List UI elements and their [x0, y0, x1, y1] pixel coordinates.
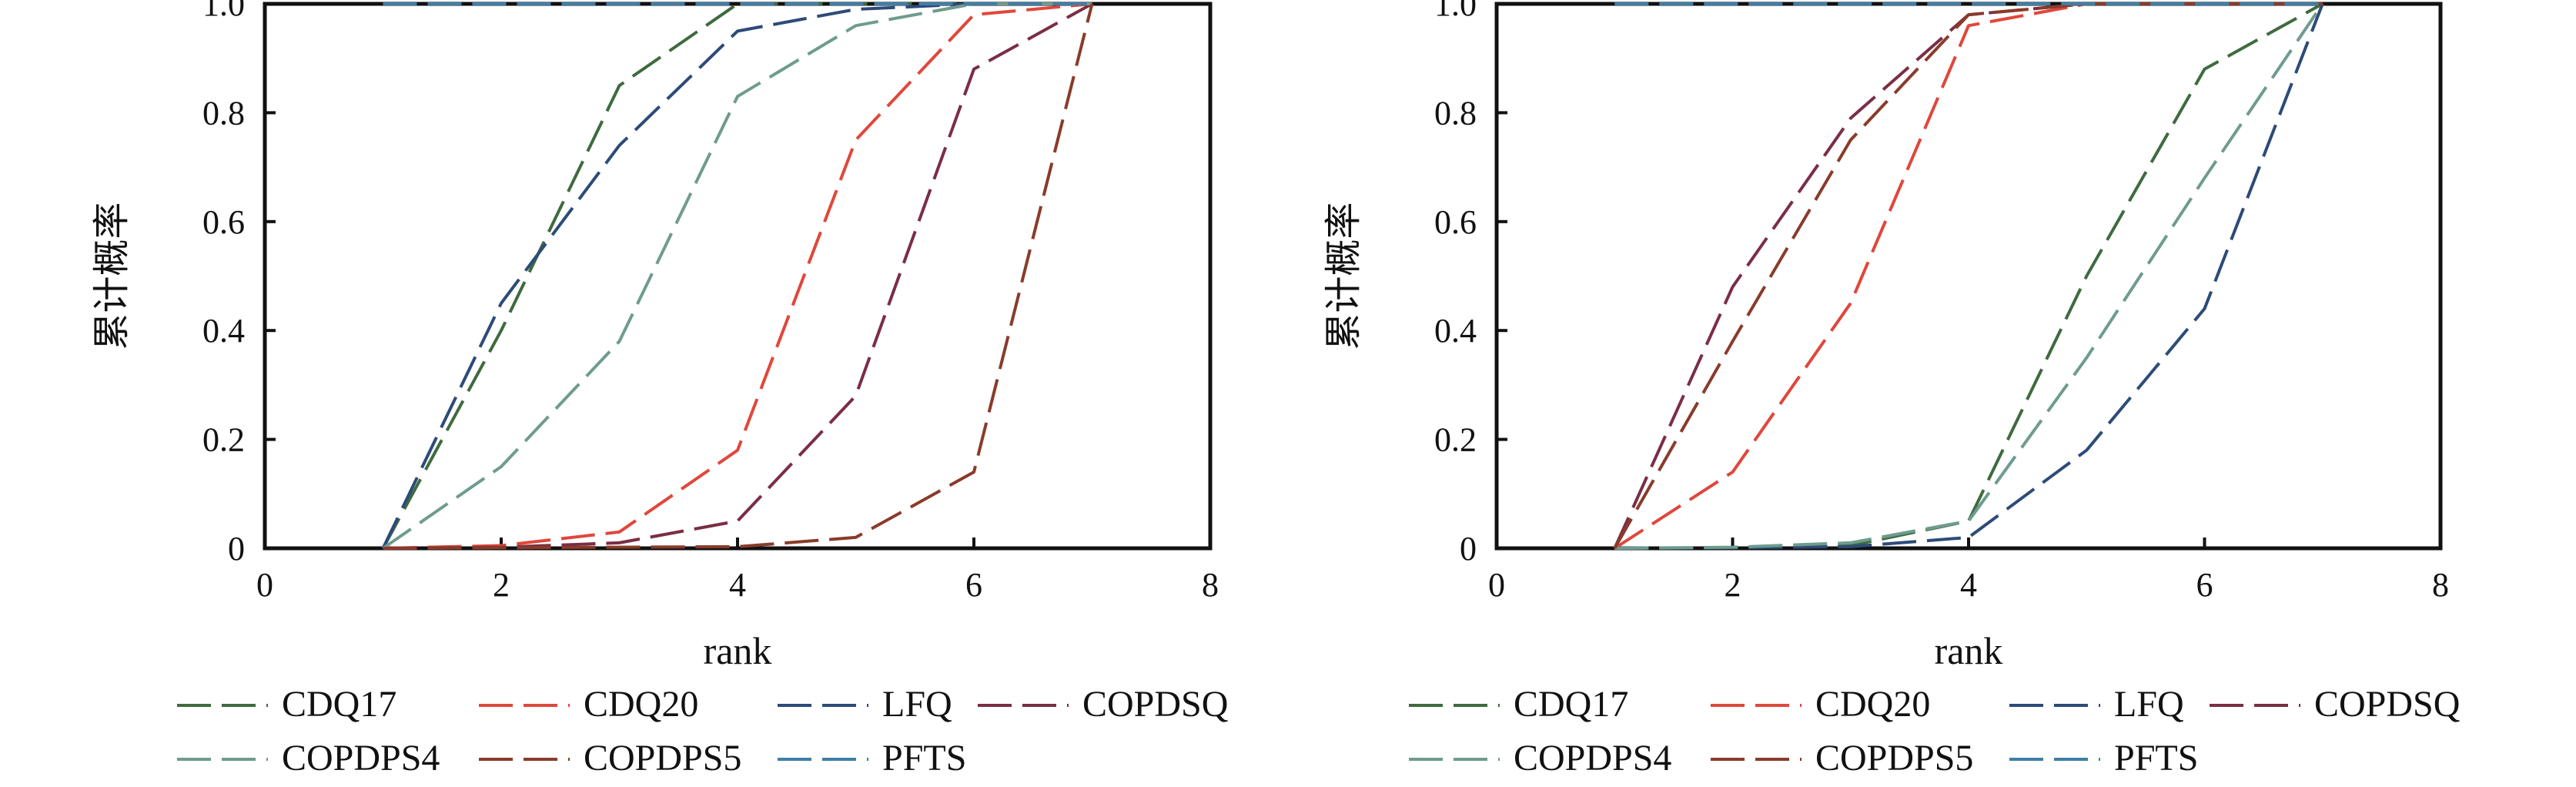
plot-frame — [263, 2, 1213, 551]
legend-label-copdps5: COPDPS5 — [1815, 738, 1973, 779]
legend-label-pfts: PFTS — [2114, 738, 2198, 779]
chart-right: 0 0.2 0.4 0.6 0.8 1.0 0 2 4 6 8 rank 累计概率 CDQ17 CDQ20 L… — [1322, 0, 2460, 779]
y-tick-label: 0.8 — [1434, 94, 1477, 132]
series-line-copdps4 — [382, 2, 1092, 550]
y-tick-label: 0.2 — [1434, 421, 1477, 459]
series-line-lfq — [1614, 3, 2324, 550]
y-tick-label: 0.4 — [1434, 312, 1477, 350]
legend-label-copdps4: COPDPS4 — [282, 738, 440, 779]
x-tick-label: 0 — [1488, 566, 1505, 604]
legend-label-copdps4: COPDPS4 — [1514, 738, 1671, 779]
legend-label-cdq20: CDQ20 — [584, 684, 698, 725]
series-line-copdps4 — [1614, 2, 2324, 550]
y-tick-label: 0.6 — [202, 203, 245, 241]
series-line-lfq — [381, 2, 1092, 549]
series-line-cdq20 — [1614, 2, 2323, 550]
y-tick-label: 0.4 — [202, 312, 245, 350]
x-tick-label: 2 — [1725, 566, 1741, 604]
y-tick-label: 0.2 — [202, 421, 245, 459]
x-axis-label: rank — [704, 629, 772, 672]
series-line-copdps5 — [383, 3, 1094, 550]
x-axis-label: rank — [1935, 629, 2003, 672]
x-tick-label: 6 — [965, 566, 982, 604]
y-axis-label: 累计概率 — [1322, 202, 1365, 350]
x-tick-label: 8 — [2432, 566, 2449, 604]
y-axis-label: 累计概率 — [90, 202, 133, 350]
legend-label-cdq20: CDQ20 — [1815, 684, 1930, 725]
plot-frame — [1494, 2, 2443, 551]
series-line-copdsq — [383, 2, 1093, 550]
y-tick-label: 0.8 — [202, 94, 245, 132]
y-tick-label: 1.0 — [202, 0, 245, 23]
y-tick-label: 0 — [1460, 530, 1477, 568]
x-tick-label: 0 — [256, 566, 273, 604]
legend-label-lfq: LFQ — [2114, 684, 2184, 725]
x-tick-label: 8 — [1202, 566, 1219, 604]
y-tick-label: 0.6 — [1434, 203, 1477, 241]
x-tick-label: 6 — [2196, 566, 2213, 604]
y-tick-label: 0 — [228, 530, 245, 568]
x-tick-label: 2 — [493, 566, 510, 604]
y-tick-label: 1.0 — [1434, 0, 1477, 23]
x-tick-label: 4 — [729, 566, 746, 604]
series-line-cdq20 — [383, 2, 1092, 550]
chart-left: 0 0.2 0.4 0.6 0.8 1.0 0 2 4 6 8 rank 累计概率 CDQ17 CDQ20 L… — [90, 0, 1228, 779]
legend-label-lfq: LFQ — [882, 684, 952, 725]
legend-label-copdps5: COPDPS5 — [584, 738, 741, 779]
legend-label-cdq17: CDQ17 — [1514, 684, 1628, 725]
series-line-cdq17 — [381, 2, 1092, 549]
x-tick-label: 4 — [1960, 566, 1977, 604]
legend-label-pfts: PFTS — [882, 738, 966, 779]
legend-label-copdsq: COPDSQ — [2314, 684, 2460, 725]
legend-label-copdsq: COPDSQ — [1082, 684, 1228, 725]
legend-label-cdq17: CDQ17 — [282, 684, 396, 725]
